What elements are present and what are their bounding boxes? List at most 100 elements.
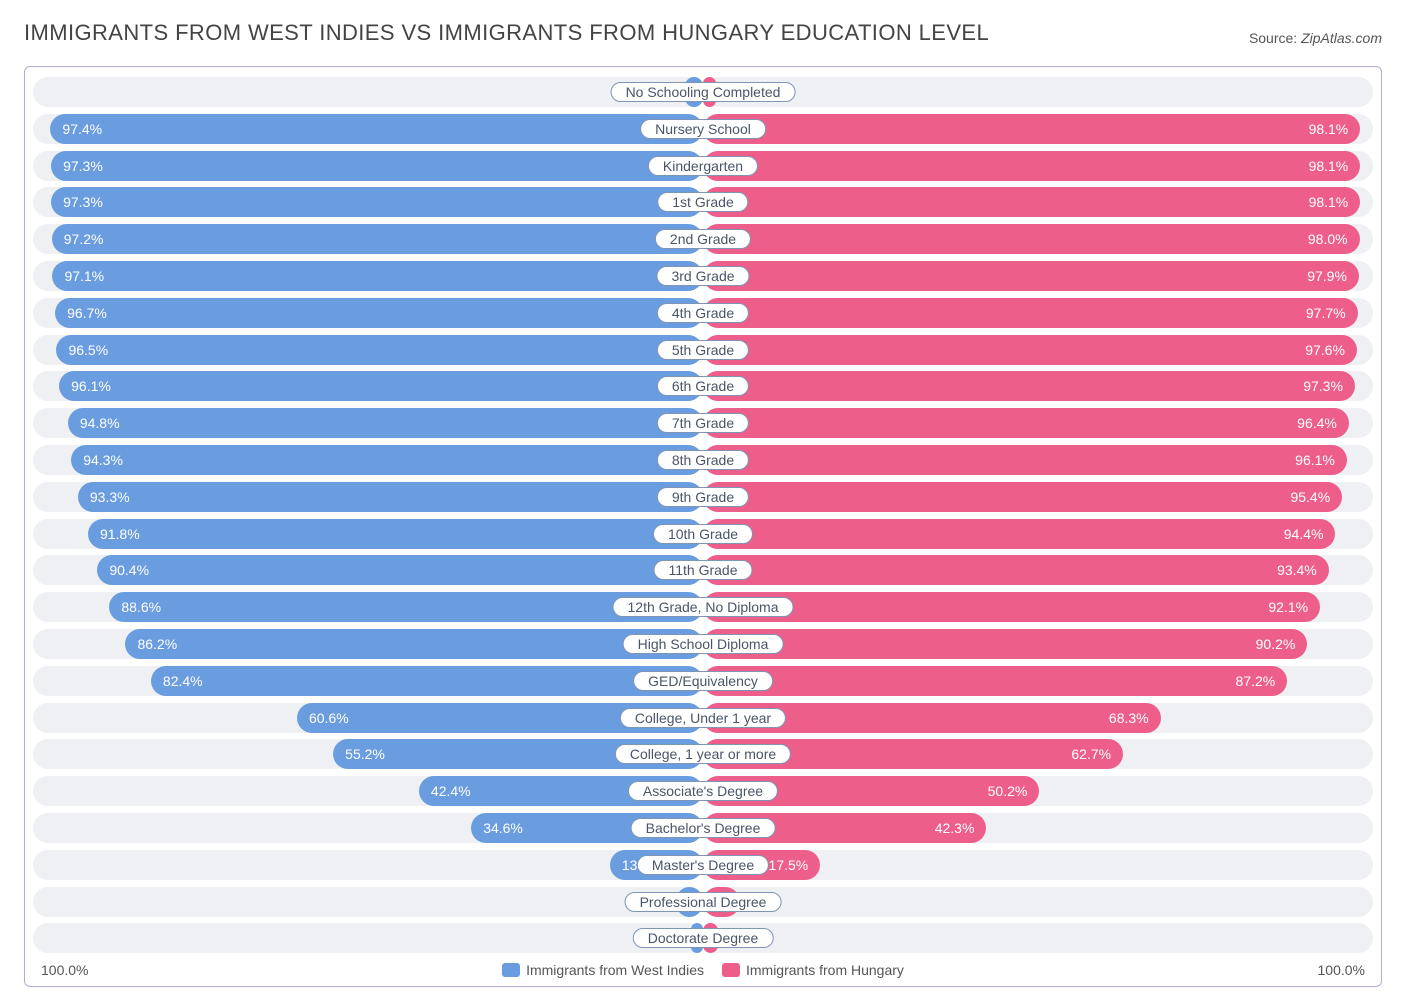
bar-value-left: 94.3% [83,452,123,468]
header: IMMIGRANTS FROM WEST INDIES VS IMMIGRANT… [24,20,1382,46]
category-label: College, 1 year or more [615,744,791,764]
bar-half-left: 93.3% [33,482,703,512]
bar-value-left: 93.3% [90,489,130,505]
bar-left: 94.3% [71,445,703,475]
bar-value-right: 96.4% [1297,415,1337,431]
bar-half-left: 97.1% [33,261,703,291]
category-label: 2nd Grade [655,229,751,249]
bar-half-left: 60.6% [33,703,703,733]
bar-half-right: 94.4% [703,519,1373,549]
chart-title: IMMIGRANTS FROM WEST INDIES VS IMMIGRANT… [24,20,989,46]
bar-half-right: 68.3% [703,703,1373,733]
category-label: 1st Grade [657,192,748,212]
bar-half-right: 50.2% [703,776,1373,806]
bar-right: 93.4% [703,555,1329,585]
bar-left: 97.2% [52,224,703,254]
chart-footer: 100.0% Immigrants from West Indies Immig… [33,960,1373,978]
bar-right: 97.9% [703,261,1359,291]
bar-half-right: 98.0% [703,224,1373,254]
bar-left: 97.1% [52,261,703,291]
bar-right: 96.1% [703,445,1347,475]
legend-label-right: Immigrants from Hungary [746,962,904,978]
bar-value-right: 42.3% [935,820,975,836]
bar-value-left: 97.1% [64,268,104,284]
bar-left: 90.4% [97,555,703,585]
bar-value-right: 96.1% [1295,452,1335,468]
category-label: GED/Equivalency [633,671,773,691]
bar-value-right: 17.5% [769,857,809,873]
category-label: High School Diploma [623,634,784,654]
bar-half-left: 55.2% [33,739,703,769]
bar-track [703,887,1373,917]
bar-row: 94.8%96.4%7th Grade [33,408,1373,438]
bar-row: 91.8%94.4%10th Grade [33,519,1373,549]
legend-item-left: Immigrants from West Indies [502,962,704,978]
bar-half-right: 97.3% [703,371,1373,401]
bar-right: 96.4% [703,408,1349,438]
bar-row: 97.1%97.9%3rd Grade [33,261,1373,291]
bar-value-right: 97.6% [1305,342,1345,358]
bar-right: 98.1% [703,151,1360,181]
bar-half-left: 1.5% [33,923,703,953]
diverging-bar-chart: 2.7%1.9%No Schooling Completed97.4%98.1%… [24,66,1382,987]
category-label: Nursery School [640,119,766,139]
axis-max-left: 100.0% [41,962,88,978]
bar-row: 42.4%50.2%Associate's Degree [33,776,1373,806]
bar-left: 96.1% [59,371,703,401]
bar-right: 95.4% [703,482,1342,512]
bar-row: 34.6%42.3%Bachelor's Degree [33,813,1373,843]
bar-half-left: 96.5% [33,335,703,365]
category-label: College, Under 1 year [620,708,786,728]
bar-row: 60.6% 68.3% College, Under 1 year [33,703,1373,733]
bar-half-left: 13.9% [33,850,703,880]
bar-half-left: 97.3% [33,151,703,181]
bar-half-right: 90.2% [703,629,1373,659]
bar-half-right: 87.2% [703,666,1373,696]
bar-half-right: 98.1% [703,187,1373,217]
category-label: 12th Grade, No Diploma [613,597,794,617]
bar-value-left: 60.6% [309,710,349,726]
bar-half-left: 97.3% [33,187,703,217]
bar-value-right: 68.3% [1109,710,1149,726]
category-label: Professional Degree [625,892,782,912]
axis-max-right: 100.0% [1318,962,1365,978]
bar-right: 98.1% [703,187,1360,217]
bar-row: 94.3%96.1%8th Grade [33,445,1373,475]
bar-right: 98.1% [703,114,1360,144]
legend-swatch-left [502,963,520,977]
bar-value-right: 62.7% [1071,746,1111,762]
bar-half-right: 2.2% [703,923,1373,953]
bar-value-left: 55.2% [345,746,385,762]
bar-row: 90.4%93.4%11th Grade [33,555,1373,585]
bar-half-right: 5.5% [703,887,1373,917]
bar-half-left: 97.4% [33,114,703,144]
bar-track [33,77,703,107]
bar-left: 94.8% [68,408,703,438]
category-label: 9th Grade [657,487,749,507]
bar-value-right: 95.4% [1290,489,1330,505]
source-label: Source: [1249,30,1301,46]
bar-right: 87.2% [703,666,1287,696]
bar-half-right: 97.9% [703,261,1373,291]
bar-half-left: 96.7% [33,298,703,328]
bar-half-left: 34.6% [33,813,703,843]
bar-half-right: 42.3% [703,813,1373,843]
category-label: Associate's Degree [628,781,778,801]
bar-value-right: 98.1% [1309,158,1349,174]
bar-row: 4.0%5.5%Professional Degree [33,887,1373,917]
bar-half-left: 96.1% [33,371,703,401]
category-label: 6th Grade [657,376,749,396]
bar-half-right: 1.9% [703,77,1373,107]
bar-row: 97.2%98.0%2nd Grade [33,224,1373,254]
bar-left: 96.7% [55,298,703,328]
category-label: 5th Grade [657,340,749,360]
legend-swatch-right [722,963,740,977]
bar-half-left: 42.4% [33,776,703,806]
bar-half-left: 4.0% [33,887,703,917]
bar-track [33,923,703,953]
bar-half-right: 98.1% [703,114,1373,144]
legend-label-left: Immigrants from West Indies [526,962,704,978]
bar-value-left: 96.7% [67,305,107,321]
bar-half-right: 95.4% [703,482,1373,512]
bar-row: 1.5%2.2%Doctorate Degree [33,923,1373,953]
